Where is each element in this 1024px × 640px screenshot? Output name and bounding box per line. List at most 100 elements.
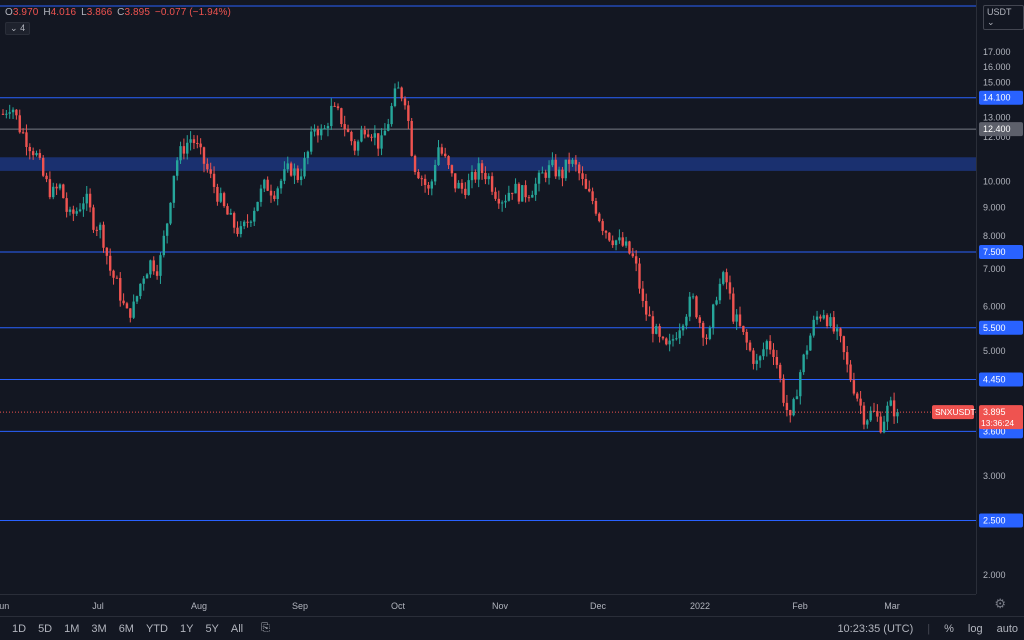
candle-body: [92, 207, 95, 230]
candle-body: [681, 325, 685, 331]
candle-body: [735, 314, 738, 322]
calendar-range-icon[interactable]: ⎘: [261, 622, 270, 634]
price-tick-label: 15.000: [983, 78, 1011, 88]
candle-body: [249, 221, 253, 223]
candle-body: [581, 173, 584, 179]
candle-body: [440, 147, 444, 154]
price-tick-label: 16.000: [983, 62, 1011, 72]
timeframe-button[interactable]: All: [230, 622, 244, 635]
bottom-toolbar: 1D 5D 1M 3M 6M YTD 1Y 5Y All ⎘ 10:23:35 (UTC) | …: [0, 616, 1024, 640]
candle-body: [514, 183, 517, 194]
candlestick-chart[interactable]: SNXUSDT: [0, 0, 976, 594]
candle-body: [330, 105, 333, 127]
price-scale[interactable]: 17.000 16.000 15.000 13.000 12.000 10.000 9.00…: [976, 0, 1024, 594]
candle-body: [222, 193, 226, 207]
candle-body: [621, 237, 624, 246]
candle-body: [464, 188, 467, 195]
candle-body: [785, 402, 789, 411]
candle-body: [779, 364, 782, 379]
candle-body: [882, 421, 886, 433]
candle-body: [829, 317, 832, 327]
candle-body: [712, 304, 715, 328]
candle-body: [48, 179, 52, 198]
candle-body: [474, 171, 477, 180]
candle-body: [28, 146, 31, 152]
level-price-text: 5.500: [983, 323, 1006, 333]
candle-body: [55, 186, 58, 189]
candle-body: [601, 221, 604, 231]
time-tick-label: Jun: [0, 601, 9, 611]
candle-body: [594, 200, 598, 214]
candle-body: [691, 296, 695, 298]
candle-body: [363, 129, 366, 135]
candle-body: [584, 178, 588, 189]
candle-body: [802, 354, 805, 373]
candle-body: [849, 364, 852, 381]
candle-body: [839, 328, 842, 337]
candle-body: [115, 277, 119, 279]
candle-body: [420, 178, 423, 180]
candle-body: [75, 211, 78, 214]
log-toggle[interactable]: log: [967, 622, 983, 635]
level-price-badge: [979, 372, 1023, 387]
candle-body: [678, 330, 681, 339]
candle-body: [159, 255, 162, 276]
candle-body: [343, 124, 346, 130]
timeframe-button[interactable]: 3M: [91, 622, 107, 635]
candle-body: [450, 165, 454, 174]
timeframe-button[interactable]: 5Y: [205, 622, 219, 635]
candle-body: [715, 300, 718, 305]
time-axis[interactable]: Jun Jul Aug Sep Oct Nov Dec 2022 Feb Mar: [0, 594, 976, 616]
candle-body: [125, 303, 129, 309]
time-tick-label: Nov: [492, 601, 509, 611]
candle-body: [571, 159, 574, 164]
level-price-text: 2.500: [983, 515, 1006, 525]
time-tick-label: Dec: [590, 601, 607, 611]
candle-body: [373, 133, 377, 138]
candle-body: [219, 193, 222, 202]
candle-body: [742, 325, 745, 332]
candle-body: [775, 357, 779, 365]
candle-body: [192, 139, 196, 144]
candle-body: [279, 180, 283, 189]
price-tick-label: 12.000: [983, 132, 1011, 142]
candle-body: [356, 141, 360, 151]
candle-body: [129, 308, 132, 318]
percent-toggle[interactable]: %: [944, 622, 954, 635]
candle-body: [524, 185, 527, 198]
timeframe-button[interactable]: YTD: [145, 622, 168, 635]
candle-body: [286, 163, 289, 170]
candle-body: [675, 338, 678, 340]
last-price-value: 3.895: [983, 407, 1006, 417]
timeframe-button[interactable]: 1M: [64, 622, 80, 635]
indicator-toggle-button[interactable]: ⌄ 4: [5, 22, 31, 35]
candle-body: [792, 399, 795, 416]
candle-body: [608, 232, 611, 241]
candle-body: [876, 411, 879, 417]
timeframe-button[interactable]: 6M: [118, 622, 134, 635]
gear-icon[interactable]: ⚙: [994, 596, 1006, 611]
timeframe-button[interactable]: 1Y: [179, 622, 194, 635]
timeframe-button[interactable]: 5D: [38, 622, 53, 635]
price-tick-label: 13.000: [983, 113, 1011, 123]
candle-body: [393, 88, 397, 107]
clock-label[interactable]: 10:23:35 (UTC): [837, 622, 914, 635]
candle-body: [8, 112, 11, 114]
chevron-down-icon: ⌄: [10, 23, 18, 33]
candle-body: [333, 105, 336, 107]
candle-body: [768, 341, 772, 350]
currency-selector[interactable]: USDT ⌄: [983, 5, 1024, 30]
price-tick-label: 3.000: [983, 471, 1006, 481]
candle-body: [631, 253, 634, 257]
candle-body: [11, 109, 15, 113]
chart-canvas[interactable]: SNXUSDT O3.970 H4.016 L3.866 C3.895 −0.0…: [0, 0, 976, 594]
candle-body: [65, 198, 68, 212]
candle-body: [872, 410, 876, 412]
candle-body: [866, 420, 869, 425]
time-tick-label: 2022: [690, 601, 710, 611]
candle-body: [869, 410, 872, 421]
auto-toggle[interactable]: auto: [996, 622, 1018, 635]
timeframe-button[interactable]: 1D: [12, 622, 27, 635]
candle-body: [353, 141, 356, 151]
candle-body: [169, 202, 172, 224]
